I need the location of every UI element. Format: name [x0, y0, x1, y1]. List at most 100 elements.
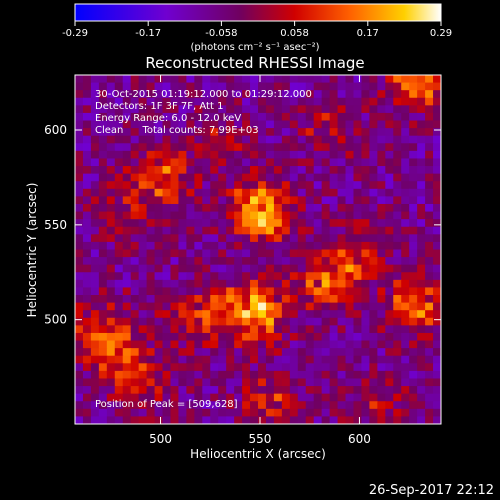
heatmap-cell — [289, 188, 299, 197]
heatmap-cell — [106, 272, 116, 281]
heatmap-cell — [75, 82, 84, 91]
heatmap-cell — [417, 317, 426, 326]
heatmap-cell — [377, 363, 386, 372]
heatmap-cell — [321, 150, 331, 160]
heatmap-cell — [106, 211, 116, 220]
heatmap-cell — [329, 257, 339, 266]
chart-title: Reconstructed RHESSI Image — [145, 54, 364, 72]
heatmap-cell — [178, 128, 187, 137]
heatmap-cell — [218, 97, 227, 106]
heatmap-cell — [289, 75, 299, 84]
heatmap-cell — [242, 378, 251, 387]
heatmap-cell — [265, 196, 275, 205]
heatmap-cell — [313, 82, 323, 91]
heatmap-cell — [401, 287, 410, 296]
heatmap-cell — [130, 219, 140, 228]
heatmap-cell — [138, 181, 148, 190]
heatmap-cell — [258, 386, 267, 395]
heatmap-cell — [345, 325, 355, 334]
heatmap-cell — [122, 143, 132, 152]
heatmap-cell — [273, 393, 283, 402]
heatmap-cell — [385, 325, 394, 334]
heatmap-cell — [146, 120, 156, 129]
heatmap-cell — [329, 150, 339, 160]
heatmap-cell — [194, 234, 203, 243]
heatmap-cell — [75, 264, 84, 273]
heatmap-cell — [353, 75, 363, 84]
heatmap-cell — [122, 370, 132, 380]
heatmap-cell — [210, 393, 219, 402]
heatmap-cell — [305, 196, 315, 205]
heatmap-cell — [130, 143, 140, 152]
heatmap-cell — [146, 325, 156, 334]
heatmap-cell — [114, 90, 124, 99]
heatmap-cell — [321, 355, 331, 364]
heatmap-cell — [114, 128, 124, 137]
heatmap-cell — [353, 272, 363, 281]
heatmap-cell — [353, 332, 363, 342]
heatmap-cell — [234, 105, 243, 114]
heatmap-cell — [106, 120, 116, 129]
heatmap-cell — [250, 295, 259, 304]
heatmap-cell — [146, 97, 156, 106]
heatmap-cell — [329, 188, 339, 197]
heatmap-cell — [114, 226, 124, 235]
heatmap-cell — [82, 166, 92, 175]
heatmap-cell — [313, 257, 323, 266]
heatmap-cell — [297, 363, 307, 372]
heatmap-cell — [258, 188, 267, 197]
heatmap-cell — [377, 166, 386, 175]
heatmap-cell — [146, 302, 156, 311]
heatmap-cell — [210, 135, 219, 144]
heatmap-cell — [369, 401, 378, 410]
heatmap-cell — [281, 181, 291, 190]
heatmap-cell — [122, 181, 132, 190]
heatmap-cell — [265, 188, 275, 197]
heatmap-cell — [202, 166, 211, 175]
heatmap-cell — [75, 90, 84, 99]
heatmap-cell — [265, 241, 275, 251]
heatmap-cell — [82, 188, 92, 197]
heatmap-cell — [273, 348, 283, 357]
heatmap-cell — [154, 295, 164, 304]
heatmap-cell — [194, 203, 203, 213]
heatmap-cell — [409, 226, 418, 235]
heatmap-cell — [114, 370, 124, 380]
heatmap-cell — [186, 302, 195, 311]
heatmap-cell — [242, 234, 251, 243]
heatmap-cell — [425, 173, 434, 182]
heatmap-cell — [90, 401, 100, 410]
heatmap-cell — [425, 181, 434, 190]
heatmap-cell — [289, 211, 299, 220]
heatmap-cell — [98, 355, 108, 364]
heatmap-cell — [138, 332, 148, 342]
heatmap-cell — [258, 378, 267, 387]
heatmap-cell — [433, 401, 441, 410]
colorbar: -0.29 -0.17 -0.058 0.058 0.17 0.29 (photons c… — [62, 3, 452, 53]
heatmap-cell — [138, 408, 148, 418]
heatmap-cell — [273, 203, 283, 213]
heatmap-cell — [178, 355, 187, 364]
heatmap-cell — [297, 112, 307, 122]
heatmap-cell — [345, 257, 355, 266]
heatmap-cell — [170, 378, 180, 387]
heatmap-cell — [114, 257, 124, 266]
heatmap-cell — [345, 128, 355, 137]
heatmap-cell — [273, 97, 283, 106]
heatmap-cell — [265, 173, 275, 182]
heatmap-cell — [234, 226, 243, 235]
heatmap-cell — [178, 105, 187, 114]
heatmap-cell — [393, 97, 402, 106]
heatmap-cell — [273, 90, 283, 99]
heatmap-cell — [273, 340, 283, 349]
heatmap-cell — [337, 226, 347, 235]
heatmap-cell — [337, 272, 347, 281]
heatmap-cell — [106, 188, 116, 197]
heatmap-cell — [146, 340, 156, 349]
heatmap-cell — [409, 158, 418, 167]
heatmap-cell — [202, 143, 211, 152]
heatmap-cell — [425, 90, 434, 99]
heatmap-cell — [345, 302, 355, 311]
heatmap-cell — [273, 264, 283, 273]
